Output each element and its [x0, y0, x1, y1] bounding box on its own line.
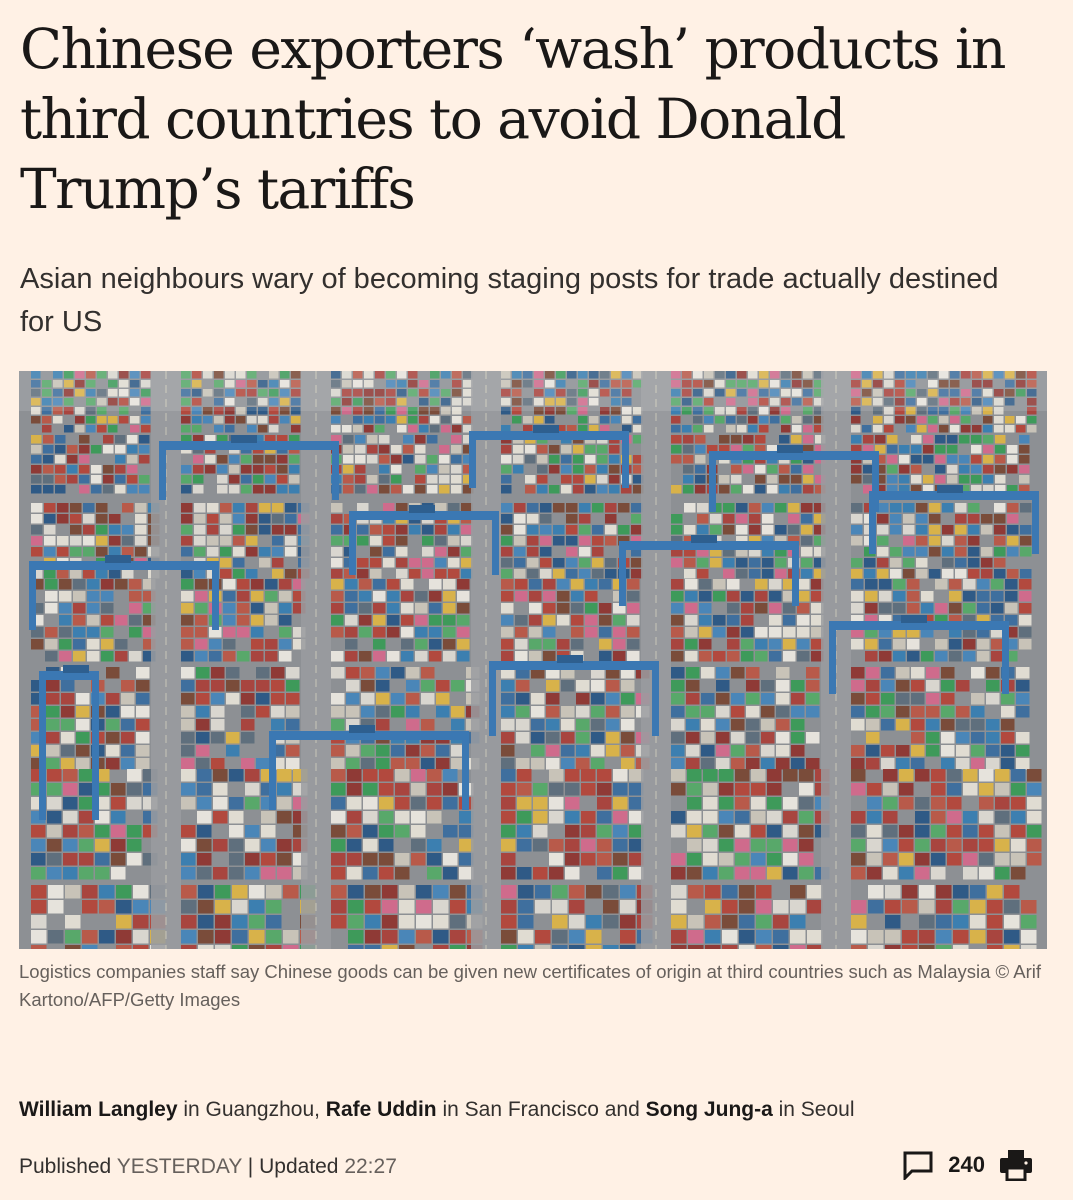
print-button[interactable] — [999, 1149, 1033, 1182]
article-tools: 240 — [902, 1148, 1033, 1182]
publish-info: Published YESTERDAY | Updated 22:27 — [19, 1152, 397, 1182]
printer-icon — [1000, 1150, 1032, 1182]
byline-separator: , — [314, 1098, 326, 1121]
author-location-prefix: in — [177, 1098, 206, 1121]
author-link-rafe-uddin[interactable]: Rafe Uddin — [325, 1098, 437, 1121]
published-label: Published — [19, 1155, 117, 1178]
image-caption: Logistics companies staff say Chinese go… — [19, 961, 1042, 1010]
updated-value: 22:27 — [344, 1155, 397, 1178]
comments-button[interactable]: 240 — [902, 1150, 985, 1180]
author-location-prefix: in — [436, 1098, 465, 1121]
author-link-song-jung-a[interactable]: Song Jung-a — [645, 1098, 773, 1121]
published-value: YESTERDAY — [116, 1155, 242, 1178]
article-standfirst: Asian neighbours wary of becoming stagin… — [20, 263, 999, 338]
meta-divider: | — [241, 1155, 260, 1178]
speech-bubble-icon — [903, 1151, 933, 1180]
container-port-photo — [19, 371, 1047, 949]
byline: William Langley in Guangzhou, Rafe Uddin… — [19, 1095, 855, 1125]
author-link-william-langley[interactable]: William Langley — [19, 1098, 178, 1121]
comment-count: 240 — [948, 1152, 985, 1177]
author-location: San Francisco — [464, 1098, 599, 1121]
updated-label: Updated — [259, 1155, 345, 1178]
author-location-prefix: in — [772, 1098, 801, 1121]
author-location: Guangzhou — [205, 1098, 315, 1121]
author-location: Seoul — [800, 1098, 855, 1121]
hero-image — [19, 371, 1047, 949]
byline-separator: and — [598, 1098, 646, 1121]
article-headline: Chinese exporters ‘wash’ products in thi… — [20, 17, 1006, 221]
